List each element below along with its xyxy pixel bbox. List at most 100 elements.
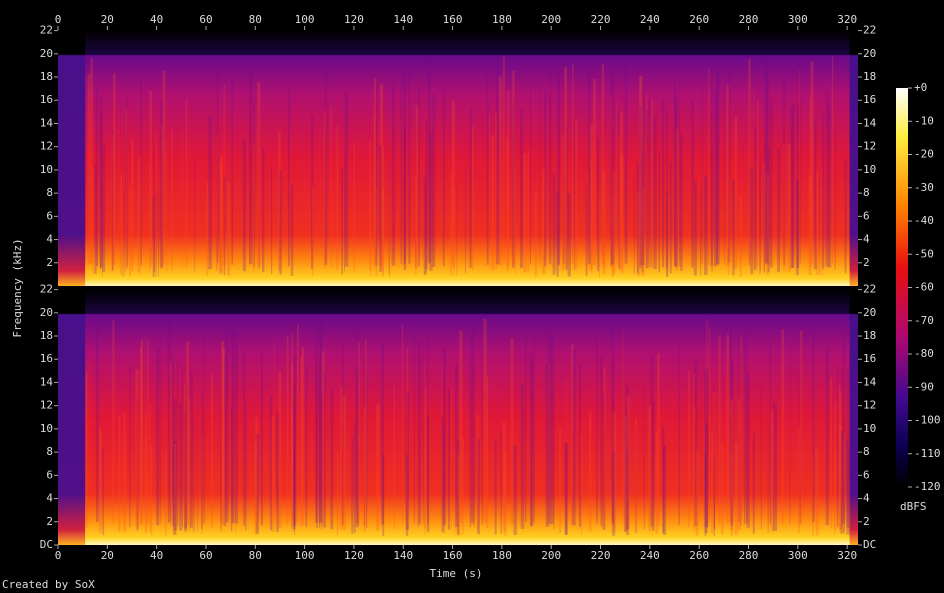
spectral-stripe	[790, 106, 794, 269]
spectral-stripe	[612, 412, 616, 532]
spectral-stripe	[165, 452, 167, 536]
spectral-stripe	[293, 354, 297, 526]
x-tick-label: 300	[788, 13, 808, 26]
spectral-stripe	[769, 331, 772, 524]
y-axis-label: Frequency (kHz)	[11, 238, 24, 337]
spectral-stripe	[324, 73, 328, 265]
spectral-stripe	[225, 321, 229, 523]
spectral-stripe	[533, 328, 535, 524]
spectral-stripe	[669, 161, 672, 274]
spectral-stripe	[144, 333, 146, 524]
colorbar-tick-label: -20	[914, 148, 934, 161]
colorbar-tick-label: -40	[914, 214, 934, 227]
y-tick-label: 4	[863, 492, 870, 505]
spectral-stripe	[767, 146, 770, 273]
spectral-stripe	[777, 148, 781, 273]
spectral-stripe	[791, 103, 795, 268]
spectral-stripe	[99, 115, 102, 269]
spectral-stripe	[726, 85, 729, 266]
spectral-stripe	[772, 402, 775, 531]
x-tick-label: 280	[739, 13, 759, 26]
spectrogram	[58, 289, 858, 545]
spectral-stripe	[542, 169, 546, 275]
spectral-stripe	[491, 135, 495, 271]
spectral-stripe	[525, 316, 527, 523]
spectral-stripe	[815, 448, 819, 536]
spectral-stripe	[839, 425, 842, 534]
y-tick-label: 12	[863, 399, 876, 412]
spectral-stripe	[425, 388, 427, 530]
spectral-stripe	[572, 349, 576, 526]
spectral-stripe	[618, 110, 620, 269]
spectral-stripe	[223, 83, 225, 266]
spectral-stripe	[456, 180, 458, 276]
spectral-stripe	[799, 337, 801, 525]
spectral-stripe	[173, 398, 177, 531]
spectral-stripe	[570, 344, 574, 525]
spectral-stripe	[290, 414, 292, 532]
spectral-stripe	[381, 188, 384, 277]
spectral-stripe	[341, 168, 343, 275]
x-tick-label: 80	[249, 13, 262, 26]
spectral-stripe	[688, 370, 690, 528]
y-tick-label: 2	[863, 515, 870, 528]
spectral-stripe	[559, 428, 561, 534]
credit: Created by SoX	[2, 578, 95, 591]
spectral-stripe	[447, 389, 450, 530]
spectral-stripe	[796, 105, 800, 268]
spectral-stripe	[704, 369, 708, 528]
spectral-stripe	[402, 324, 404, 523]
y-tick-label: 18	[40, 70, 53, 83]
y-tick-label: 22	[40, 24, 53, 37]
spectral-stripe	[85, 371, 88, 528]
spectral-stripe	[812, 318, 815, 523]
spectral-stripe	[565, 443, 568, 535]
spectral-stripe	[400, 64, 403, 264]
spectral-stripe	[513, 445, 517, 536]
spectral-stripe	[234, 331, 238, 524]
x-tick-label: 20	[101, 549, 114, 562]
x-tick-label: 40	[150, 549, 163, 562]
spectral-stripe	[253, 95, 255, 267]
spectral-stripe	[663, 445, 667, 536]
spectral-stripe	[189, 371, 193, 528]
spectral-stripe	[477, 438, 480, 535]
spectral-stripe	[125, 136, 127, 272]
spectral-stripe	[822, 113, 825, 269]
spectral-stripe	[206, 182, 209, 276]
x-tick-label: 60	[199, 13, 212, 26]
spectral-stripe	[271, 166, 273, 275]
spectral-stripe	[418, 87, 420, 267]
spectral-stripe	[341, 342, 344, 525]
spectral-stripe	[547, 363, 550, 527]
spectral-stripe	[292, 385, 296, 530]
spectral-stripe	[750, 167, 754, 275]
spectral-stripe	[839, 391, 843, 530]
spectral-stripe	[693, 406, 696, 532]
spectral-stripe	[170, 362, 172, 527]
spectral-stripe	[500, 431, 502, 534]
spectral-stripe	[374, 113, 376, 269]
spectral-stripe	[222, 348, 226, 526]
spectral-stripe	[131, 139, 134, 272]
spectral-stripe	[557, 70, 560, 265]
spectral-stripe	[830, 377, 833, 529]
spectral-stripe	[502, 421, 506, 533]
spectral-stripe	[140, 347, 143, 526]
spectral-stripe	[625, 385, 629, 530]
y-tick-label: 8	[863, 186, 870, 199]
spectral-stripe	[415, 103, 417, 268]
spectral-stripe	[220, 155, 223, 273]
spectral-stripe	[403, 125, 407, 270]
spectral-stripe	[827, 103, 831, 268]
spectral-stripe	[311, 186, 314, 277]
spectral-stripe	[770, 409, 774, 532]
spectral-stripe	[319, 322, 323, 523]
spectral-stripe	[639, 75, 643, 265]
y-tick-label: 16	[40, 93, 53, 106]
spectral-stripe	[184, 410, 188, 532]
spectral-stripe	[578, 363, 582, 527]
spectral-stripe	[262, 147, 265, 273]
spectral-stripe	[453, 187, 455, 277]
spectral-stripe	[388, 163, 390, 274]
